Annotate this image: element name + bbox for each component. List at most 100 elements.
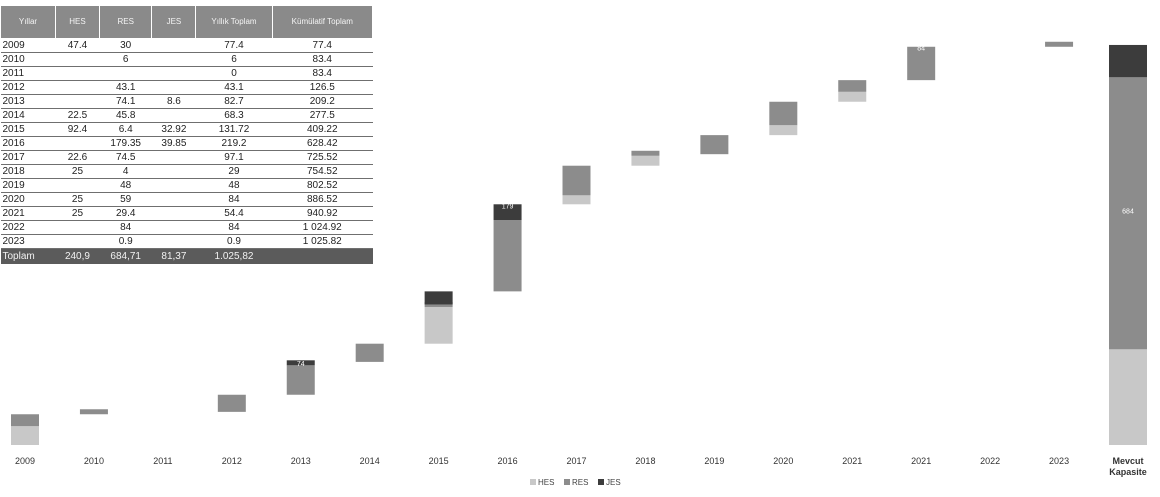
table-column-header: RES (98, 5, 153, 39)
bar-res-2015 (424, 301, 453, 307)
table-cell: 2014 (0, 108, 56, 123)
table-row: 2009 47.4 30 77.4 77.4 (0, 38, 373, 53)
table-cell (55, 178, 100, 193)
bar-res-2016 (493, 220, 522, 292)
table-cell: 25 (55, 206, 100, 221)
bar-res-2013 (286, 365, 315, 395)
legend-item-res: RES (564, 478, 588, 487)
x-tick-label: 2018 (635, 456, 655, 466)
table-cell: 209.2 (272, 94, 373, 109)
bar-res-2023 (1045, 41, 1074, 47)
table-total-cell: 81,37 (151, 248, 196, 264)
table-cell (55, 220, 100, 235)
table-total-cell: 684,71 (99, 248, 152, 264)
table-row: 2010 6 6 83.4 (0, 52, 373, 67)
table-row: 2014 22.5 45.8 68.3 277.5 (0, 108, 373, 123)
legend-item-jes: JES (598, 478, 621, 487)
table-cell: 725.52 (272, 150, 373, 165)
bar-res-2014 (355, 343, 384, 362)
table-cell: 68.3 (195, 108, 273, 123)
x-tick-label: 2016 (498, 456, 518, 466)
table-cell: 97.1 (195, 150, 273, 165)
table-row: 2012 43.1 43.1 126.5 (0, 80, 373, 95)
x-tick-label: 2013 (291, 456, 311, 466)
table-cell: 29.4 (99, 206, 152, 221)
table-cell: 2020 (0, 192, 56, 207)
table-row: 2017 22.6 74.5 97.1 725.52 (0, 150, 373, 165)
table-cell (151, 150, 196, 165)
table-cell: 74.1 (99, 94, 152, 109)
table-row: 2011 0 83.4 (0, 66, 373, 81)
table-cell: 48 (195, 178, 273, 193)
bar-jes-2016 (493, 204, 522, 221)
table-cell: 886.52 (272, 192, 373, 207)
table-cell (151, 234, 196, 249)
table-cell: 2009 (0, 38, 56, 53)
table-cell: 131.72 (195, 122, 273, 137)
bar-res-2021 (907, 46, 936, 81)
table-cell: 2018 (0, 164, 56, 179)
table-cell: 22.5 (55, 108, 100, 123)
table-cell: 2022 (0, 220, 56, 235)
table-cell: 84 (195, 192, 273, 207)
table-cell: 77.4 (272, 38, 373, 53)
table-cell: 47.4 (55, 38, 100, 53)
table-cell (151, 66, 196, 81)
table-cell: 126.5 (272, 80, 373, 95)
table-cell (151, 206, 196, 221)
table-cell: 219.2 (195, 136, 273, 151)
bar-hes-2020 (769, 125, 798, 136)
table-total-cell: 240,9 (55, 248, 100, 264)
table-cell: 84 (99, 220, 152, 235)
table-cell: 0 (195, 66, 273, 81)
table-cell: 25 (55, 164, 100, 179)
bar-hes-2017 (562, 195, 591, 205)
x-tick-label: 2011 (153, 456, 172, 466)
table-cell: 25 (55, 192, 100, 207)
table-cell: 29 (195, 164, 273, 179)
table-cell: 2015 (0, 122, 56, 137)
table-cell (151, 220, 196, 235)
table-cell: 2017 (0, 150, 56, 165)
x-tick-label: 2010 (84, 456, 104, 466)
table-cell: 2019 (0, 178, 56, 193)
table-cell: 77.4 (195, 38, 273, 53)
table-cell: 2011 (0, 66, 56, 81)
table-row: 2022 84 84 1 024.92 (0, 220, 373, 235)
table-cell: 22.6 (55, 150, 100, 165)
table-column-header: JES (151, 5, 197, 39)
table-cell: 1 025.82 (272, 234, 373, 249)
bar-res-2017 (562, 165, 591, 196)
x-tick-label: 2021 (842, 456, 862, 466)
table-row: 2020 25 59 84 886.52 (0, 192, 373, 207)
table-header-row: Yıllar HES RES JES Yıllık Toplam Kümülatif To… (0, 5, 374, 39)
table-cell: 754.52 (272, 164, 373, 179)
table-cell: 179.35 (99, 136, 152, 151)
table-cell (151, 164, 196, 179)
bar-jes-Mevcut Kapasite (1109, 44, 1147, 78)
x-tick-label: 2009 (15, 456, 35, 466)
bar-res-2021 (838, 80, 867, 92)
table-total-cell (272, 248, 373, 264)
table-row: 2016 179.35 39.85 219.2 628.42 (0, 136, 373, 151)
bar-value-label: 84 (917, 46, 925, 53)
bar-res-2010 (79, 409, 108, 415)
table-row: 2019 48 48 802.52 (0, 178, 373, 193)
table-cell: 940.92 (272, 206, 373, 221)
table-cell: 2012 (0, 80, 56, 95)
table-cell (55, 234, 100, 249)
svg-text:JES: JES (606, 478, 621, 487)
table-cell: 92.4 (55, 122, 100, 137)
x-tick-label: 2020 (773, 456, 793, 466)
table-cell: 45.8 (99, 108, 152, 123)
table-cell (99, 66, 152, 81)
table-cell: 83.4 (272, 66, 373, 81)
bar-res-2009 (11, 414, 39, 427)
bar-res-2012 (217, 394, 246, 412)
table-column-header: Kümülatif Toplam (271, 5, 374, 39)
capacity-table: Yıllar HES RES JES Yıllık Toplam Kümülatif To… (0, 5, 374, 264)
table-cell: 59 (99, 192, 152, 207)
table-cell (55, 80, 100, 95)
bar-value-label: 74 (297, 361, 305, 368)
bar-hes-2009 (11, 426, 39, 445)
